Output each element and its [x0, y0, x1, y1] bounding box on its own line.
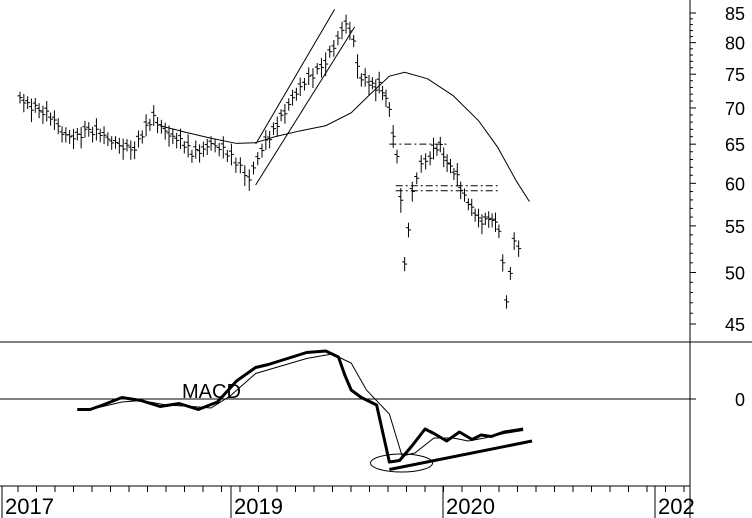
- price-y-tick-label: 75: [725, 65, 745, 85]
- channel-upper-line: [255, 9, 336, 145]
- macd-pane: MACD: [77, 349, 533, 473]
- divergence-trendline: [389, 439, 533, 471]
- price-y-tick-label: 60: [725, 174, 745, 194]
- x-tick-label: 202: [658, 494, 695, 518]
- macd-signal-line: [77, 353, 524, 457]
- price-pane: [17, 9, 530, 309]
- channel-lower-line: [255, 26, 356, 186]
- macd-line: [77, 349, 524, 464]
- moving-average-line: [159, 71, 530, 202]
- x-tick-label: 2017: [5, 494, 54, 518]
- x-tick-label: 2019: [234, 494, 283, 518]
- price-y-tick-label: 70: [725, 99, 745, 119]
- circled-low-ellipse: [370, 453, 434, 473]
- macd-y-tick-label: 0: [735, 390, 745, 410]
- price-y-tick-label: 55: [725, 217, 745, 237]
- macd-label: MACD: [182, 381, 241, 403]
- price-y-tick-label: 50: [725, 263, 745, 283]
- price-y-tick-label: 80: [725, 34, 745, 54]
- price-y-tick-label: 85: [725, 4, 745, 24]
- price-y-tick-label: 45: [725, 315, 745, 335]
- price-y-tick-label: 65: [725, 135, 745, 155]
- x-tick-label: 2020: [446, 494, 495, 518]
